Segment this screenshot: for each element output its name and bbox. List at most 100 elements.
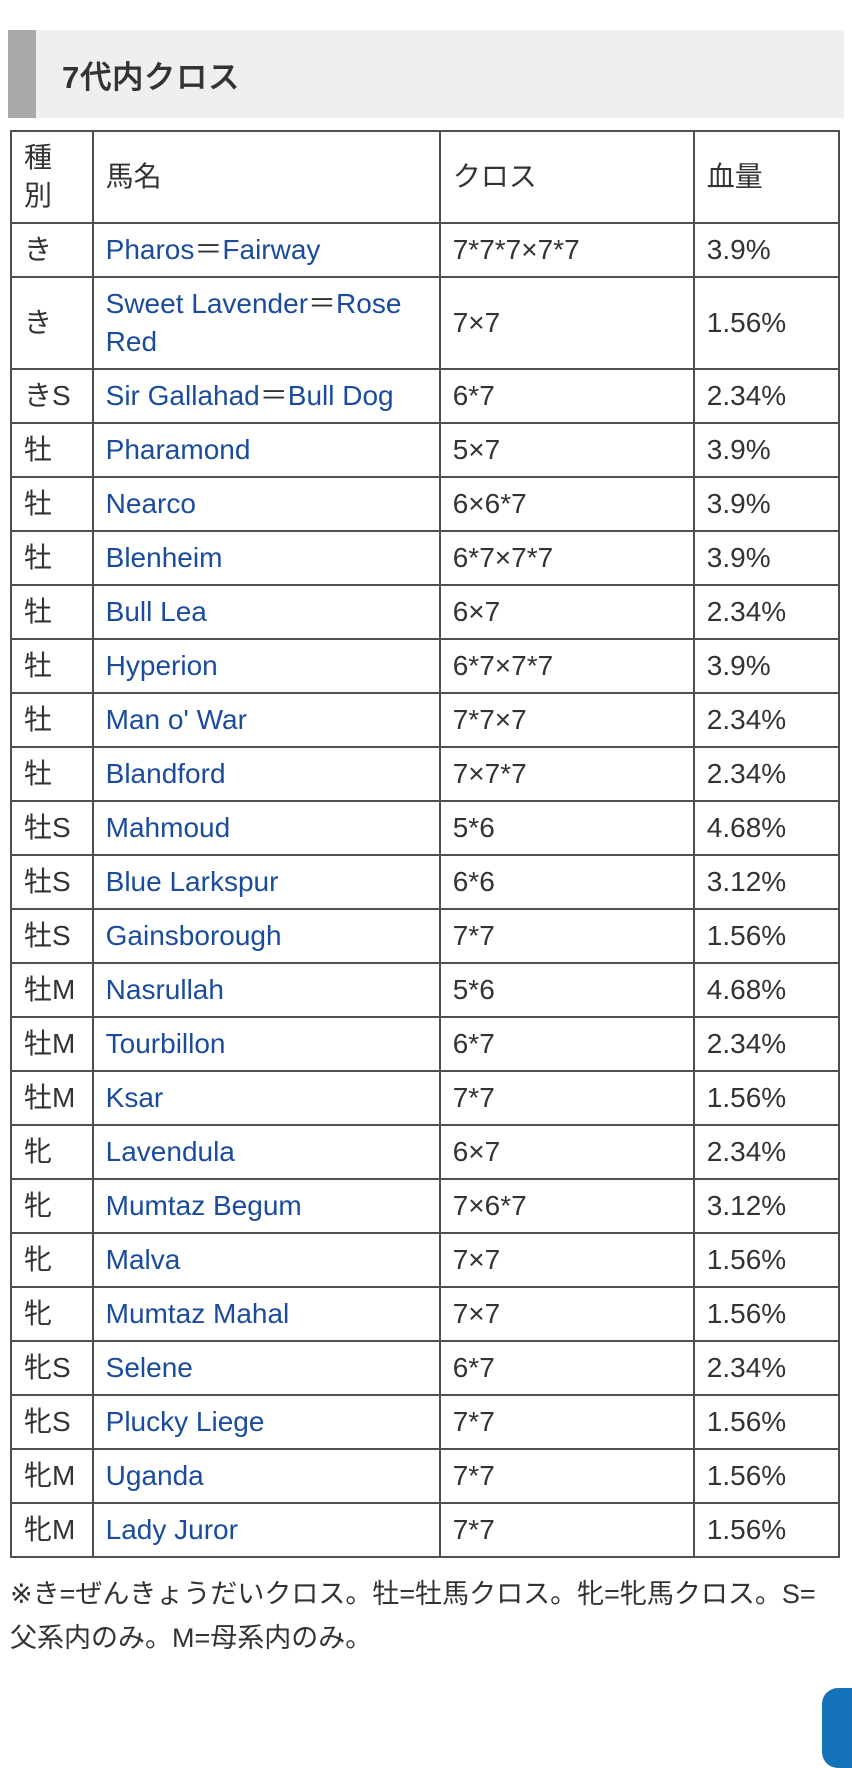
horse-name-link[interactable]: Selene bbox=[105, 1352, 193, 1383]
horse-name-link[interactable]: Tourbillon bbox=[105, 1028, 226, 1059]
table-row: 牡 Bull Lea 6×7 2.34% bbox=[10, 584, 841, 640]
type-cell: 牝S bbox=[10, 1394, 94, 1450]
horse-name-link[interactable]: Man o' War bbox=[105, 704, 247, 735]
horse-name-link[interactable]: Mumtaz Begum bbox=[105, 1190, 302, 1221]
cross-cell: 7*7 bbox=[438, 1502, 695, 1558]
column-header-blood: 血量 bbox=[692, 130, 841, 224]
name-cell: Blenheim bbox=[91, 530, 441, 586]
type-cell: 牡 bbox=[10, 638, 94, 694]
horse-name-link[interactable]: Mahmoud bbox=[105, 812, 231, 843]
horse-name-link[interactable]: Sir Gallahad bbox=[105, 380, 260, 411]
horse-name-link[interactable]: Rose Red bbox=[105, 288, 402, 357]
horse-name-link[interactable]: Fairway bbox=[222, 234, 321, 265]
floating-action-button[interactable] bbox=[822, 1688, 852, 1768]
name-cell: Blue Larkspur bbox=[91, 854, 441, 910]
table-row: 牡 Pharamond 5×7 3.9% bbox=[10, 422, 841, 478]
name-cell: Bull Lea bbox=[91, 584, 441, 640]
cross-cell: 6*7 bbox=[438, 1340, 695, 1396]
blood-cell: 3.12% bbox=[692, 854, 841, 910]
horse-name-link[interactable]: Lavendula bbox=[105, 1136, 235, 1167]
cross-cell: 6*7 bbox=[438, 1016, 695, 1072]
blood-cell: 4.68% bbox=[692, 962, 841, 1018]
cross-cell: 7×7 bbox=[438, 1286, 695, 1342]
table-row: 牡 Nearco 6×6*7 3.9% bbox=[10, 476, 841, 532]
table-row: 牝S Selene 6*7 2.34% bbox=[10, 1340, 841, 1396]
table-row: 牝M Lady Juror 7*7 1.56% bbox=[10, 1502, 841, 1558]
blood-cell: 1.56% bbox=[692, 1286, 841, 1342]
blood-cell: 1.56% bbox=[692, 1502, 841, 1558]
horse-name-link[interactable]: Plucky Liege bbox=[105, 1406, 265, 1437]
horse-name-link[interactable]: Uganda bbox=[105, 1460, 204, 1491]
table-row: 牡M Tourbillon 6*7 2.34% bbox=[10, 1016, 841, 1072]
section-title: 7代内クロス bbox=[62, 59, 241, 95]
horse-name-link[interactable]: Nearco bbox=[105, 488, 196, 519]
cross-cell: 7*7 bbox=[438, 908, 695, 964]
table-row: 牝M Uganda 7*7 1.56% bbox=[10, 1448, 841, 1504]
name-cell: Lady Juror bbox=[91, 1502, 441, 1558]
horse-name-link[interactable]: Mumtaz Mahal bbox=[105, 1298, 290, 1329]
horse-name-link[interactable]: Pharamond bbox=[105, 434, 251, 465]
horse-name-link[interactable]: Bull Lea bbox=[105, 596, 207, 627]
table-row: 牡M Nasrullah 5*6 4.68% bbox=[10, 962, 841, 1018]
cross-cell: 7*7*7×7*7 bbox=[438, 222, 695, 278]
blood-cell: 2.34% bbox=[692, 746, 841, 802]
type-cell: 牝M bbox=[10, 1502, 94, 1558]
blood-cell: 1.56% bbox=[692, 1394, 841, 1450]
table-header-row: 種別 馬名 クロス 血量 bbox=[10, 130, 841, 224]
type-cell: 牡M bbox=[10, 962, 94, 1018]
horse-name-link[interactable]: Sweet Lavender bbox=[105, 288, 309, 319]
horse-name-link[interactable]: Bull Dog bbox=[287, 380, 394, 411]
horse-name-link[interactable]: Ksar bbox=[105, 1082, 164, 1113]
name-cell: Sweet Lavender＝Rose Red bbox=[91, 276, 441, 370]
type-cell: 牡 bbox=[10, 422, 94, 478]
type-cell: 牝 bbox=[10, 1178, 94, 1234]
type-cell: 牡 bbox=[10, 476, 94, 532]
horse-name-link[interactable]: Nasrullah bbox=[105, 974, 224, 1005]
cross-table-body: き Pharos＝Fairway 7*7*7×7*7 3.9% き Sweet … bbox=[10, 222, 841, 1558]
table-row: 牝S Plucky Liege 7*7 1.56% bbox=[10, 1394, 841, 1450]
table-row: 牝 Malva 7×7 1.56% bbox=[10, 1232, 841, 1288]
horse-name-link[interactable]: Blandford bbox=[105, 758, 226, 789]
blood-cell: 2.34% bbox=[692, 1016, 841, 1072]
horse-name-link[interactable]: Hyperion bbox=[105, 650, 218, 681]
cross-cell: 7*7 bbox=[438, 1448, 695, 1504]
blood-cell: 3.9% bbox=[692, 638, 841, 694]
type-cell: 牡 bbox=[10, 584, 94, 640]
name-cell: Tourbillon bbox=[91, 1016, 441, 1072]
name-cell: Sir Gallahad＝Bull Dog bbox=[91, 368, 441, 424]
table-row: 牡S Gainsborough 7*7 1.56% bbox=[10, 908, 841, 964]
table-row: 牡 Blenheim 6*7×7*7 3.9% bbox=[10, 530, 841, 586]
blood-cell: 1.56% bbox=[692, 908, 841, 964]
equals-separator: ＝ bbox=[259, 380, 288, 411]
table-row: 牝 Mumtaz Mahal 7×7 1.56% bbox=[10, 1286, 841, 1342]
legend-footnote: ※き=ぜんきょうだいクロス。牡=牡馬クロス。牝=牝馬クロス。S=父系内のみ。M=… bbox=[10, 1579, 816, 1653]
horse-name-link[interactable]: Gainsborough bbox=[105, 920, 282, 951]
blood-cell: 2.34% bbox=[692, 584, 841, 640]
cross-cell: 6*7×7*7 bbox=[438, 530, 695, 586]
table-row: 牡S Blue Larkspur 6*6 3.12% bbox=[10, 854, 841, 910]
column-header-type: 種別 bbox=[10, 130, 94, 224]
name-cell: Hyperion bbox=[91, 638, 441, 694]
type-cell: 牡S bbox=[10, 800, 94, 856]
equals-separator: ＝ bbox=[194, 234, 223, 265]
horse-name-link[interactable]: Malva bbox=[105, 1244, 181, 1275]
horse-name-link[interactable]: Blenheim bbox=[105, 542, 223, 573]
name-cell: Ksar bbox=[91, 1070, 441, 1126]
blood-cell: 4.68% bbox=[692, 800, 841, 856]
type-cell: き bbox=[10, 222, 94, 278]
name-cell: Pharamond bbox=[91, 422, 441, 478]
name-cell: Uganda bbox=[91, 1448, 441, 1504]
blood-cell: 2.34% bbox=[692, 368, 841, 424]
name-cell: Mahmoud bbox=[91, 800, 441, 856]
horse-name-link[interactable]: Pharos bbox=[105, 234, 195, 265]
blood-cell: 3.9% bbox=[692, 222, 841, 278]
horse-name-link[interactable]: Lady Juror bbox=[105, 1514, 238, 1545]
name-cell: Mumtaz Begum bbox=[91, 1178, 441, 1234]
cross-cell: 6*7 bbox=[438, 368, 695, 424]
name-cell: Malva bbox=[91, 1232, 441, 1288]
section-accent-bar bbox=[8, 30, 36, 118]
cross-cell: 6×6*7 bbox=[438, 476, 695, 532]
horse-name-link[interactable]: Blue Larkspur bbox=[105, 866, 279, 897]
cross-cell: 6×7 bbox=[438, 584, 695, 640]
blood-cell: 1.56% bbox=[692, 276, 841, 370]
